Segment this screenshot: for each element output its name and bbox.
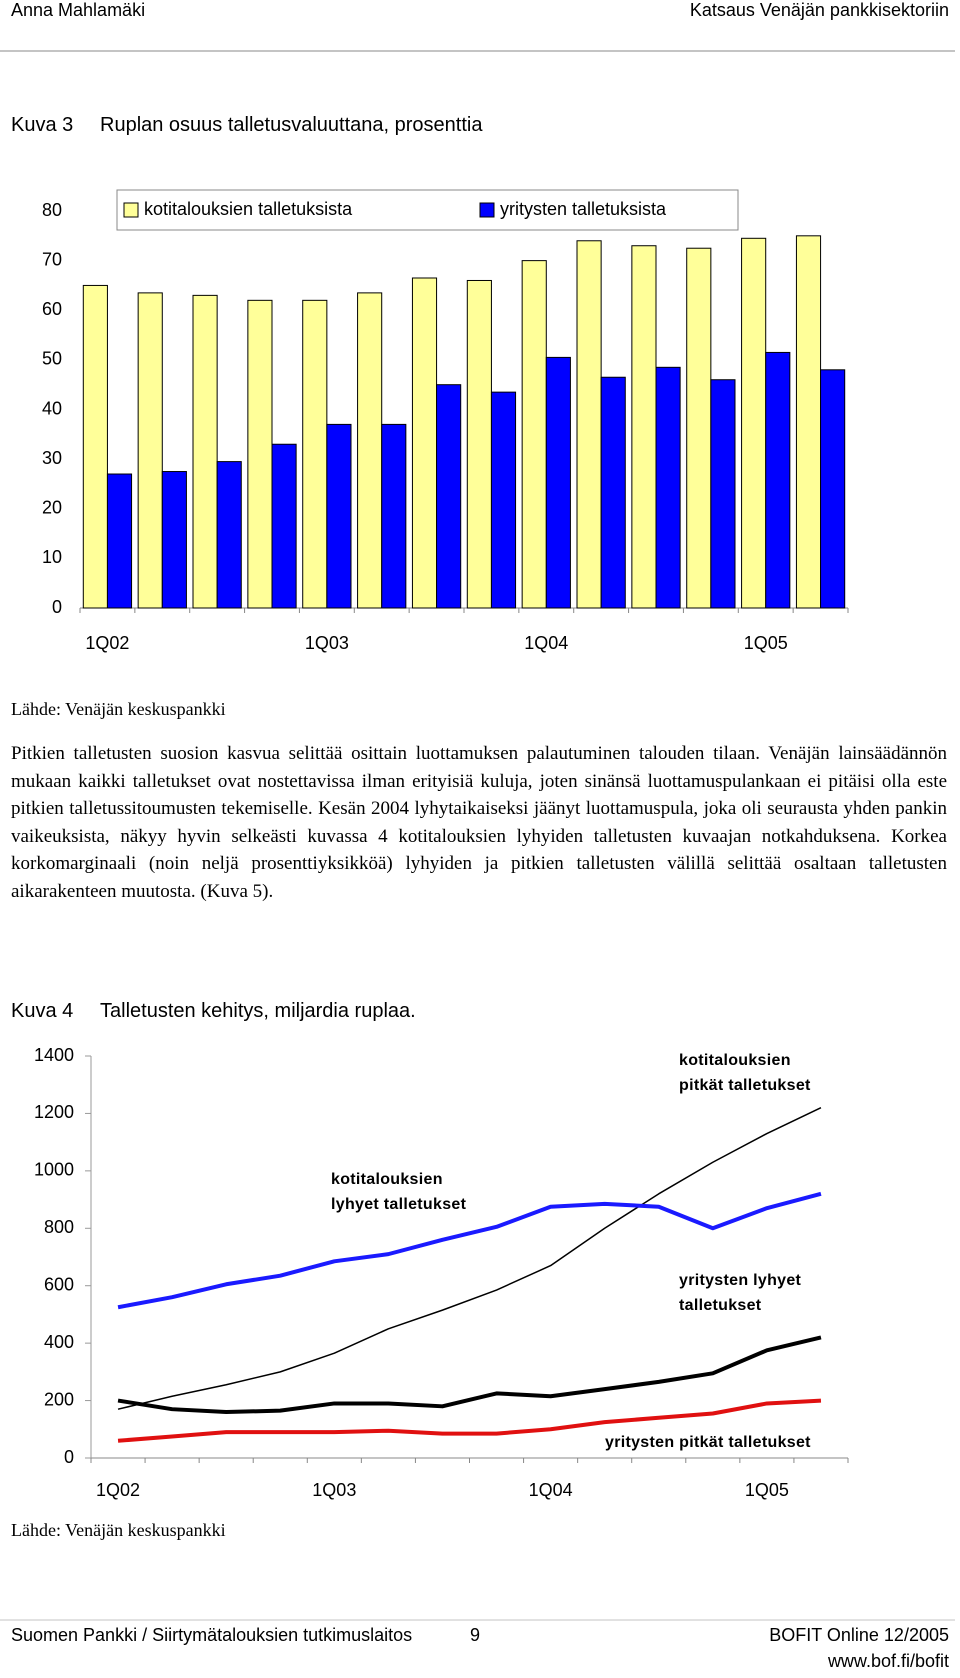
bar — [576, 240, 602, 609]
bar — [216, 461, 242, 609]
x-tick-label: 1Q05 — [744, 633, 788, 653]
y-tick-label: 400 — [44, 1332, 74, 1352]
figure-label: Kuva 3 — [11, 114, 74, 136]
bar — [271, 443, 297, 609]
bar — [192, 294, 218, 609]
figure-source: Lähde: Venäjän keskuspankki — [11, 1520, 226, 1540]
series-annotation: yritysten pitkät talletukset — [605, 1434, 811, 1451]
y-tick-label: 200 — [44, 1389, 74, 1409]
x-tick-label: 1Q02 — [96, 1480, 140, 1500]
figure-source: Lähde: Venäjän keskuspankki — [11, 699, 226, 719]
y-tick-label: 30 — [42, 448, 62, 468]
y-tick-label: 1000 — [34, 1160, 74, 1180]
figure-title: Talletusten kehitys, miljardia ruplaa. — [100, 1000, 416, 1022]
page-number: 9 — [470, 1625, 481, 1645]
bar — [741, 237, 767, 609]
bar — [490, 391, 517, 609]
series-annotation: kotitalouksien pitkät talletukset — [679, 1052, 811, 1094]
y-tick-label: 1200 — [34, 1102, 74, 1122]
y-tick-label: 10 — [42, 547, 62, 567]
y-tick-label: 40 — [42, 398, 62, 418]
bar — [326, 423, 352, 609]
bar — [765, 351, 791, 609]
x-tick-label: 1Q04 — [524, 633, 568, 653]
series-line — [117, 1335, 822, 1415]
legend-swatch — [479, 202, 495, 218]
bar — [545, 356, 571, 609]
bar — [710, 379, 736, 609]
bar — [247, 299, 273, 609]
paragraph: Pitkien talletusten suosion kasvua selit… — [11, 743, 947, 902]
x-tick-label: 1Q04 — [529, 1480, 573, 1500]
y-tick-label: 60 — [42, 299, 62, 319]
legend-label: yritysten talletuksista — [500, 199, 667, 219]
y-tick-label: 80 — [42, 200, 62, 220]
header-author: Anna Mahlamäki — [11, 0, 146, 20]
legend-label: kotitalouksien talletuksista — [144, 199, 353, 219]
bar — [381, 423, 407, 609]
bar — [686, 247, 712, 609]
header-title: Katsaus Venäjän pankkisektoriin — [689, 0, 949, 20]
y-tick-label: 70 — [42, 249, 62, 269]
figure-title: Ruplan osuus talletusvaluuttana, prosent… — [100, 114, 483, 136]
bar — [631, 245, 657, 609]
series-line — [117, 1398, 822, 1443]
y-tick-label: 50 — [42, 349, 62, 369]
footer-left: Suomen Pankki / Siirtymätalouksien tutki… — [11, 1625, 413, 1645]
series-line — [117, 1107, 822, 1410]
x-tick-label: 1Q05 — [745, 1480, 789, 1500]
bar — [357, 292, 383, 609]
bar — [436, 384, 462, 609]
y-tick-label: 0 — [52, 597, 62, 617]
y-tick-label: 20 — [42, 498, 62, 518]
bar — [600, 376, 626, 609]
y-tick-label: 1400 — [34, 1045, 74, 1065]
x-tick-label: 1Q02 — [85, 633, 129, 653]
x-tick-label: 1Q03 — [305, 633, 349, 653]
y-tick-label: 800 — [44, 1217, 74, 1237]
bar — [106, 473, 133, 609]
x-tick-label: 1Q03 — [312, 1480, 356, 1500]
footer-url: www.bof.fi/bofit — [827, 1651, 949, 1671]
y-tick-label: 0 — [64, 1447, 74, 1467]
legend-box — [116, 189, 739, 231]
bar — [137, 292, 163, 609]
y-tick-label: 600 — [44, 1274, 74, 1294]
footer-right: BOFIT Online 12/2005 — [769, 1625, 949, 1645]
legend-swatch — [123, 202, 139, 218]
series-line — [117, 1191, 822, 1310]
bar — [466, 279, 492, 609]
bar — [655, 366, 681, 609]
bar — [820, 369, 846, 609]
series-annotation: kotitalouksien lyhyet talletukset — [331, 1171, 467, 1213]
series-annotation: yritysten lyhyet talletukset — [679, 1272, 802, 1314]
bar — [82, 284, 108, 609]
bar — [521, 260, 547, 609]
bar — [411, 277, 438, 609]
figure-label: Kuva 4 — [11, 1000, 74, 1022]
bar — [161, 471, 187, 609]
bar — [302, 299, 328, 609]
bar — [795, 235, 822, 609]
